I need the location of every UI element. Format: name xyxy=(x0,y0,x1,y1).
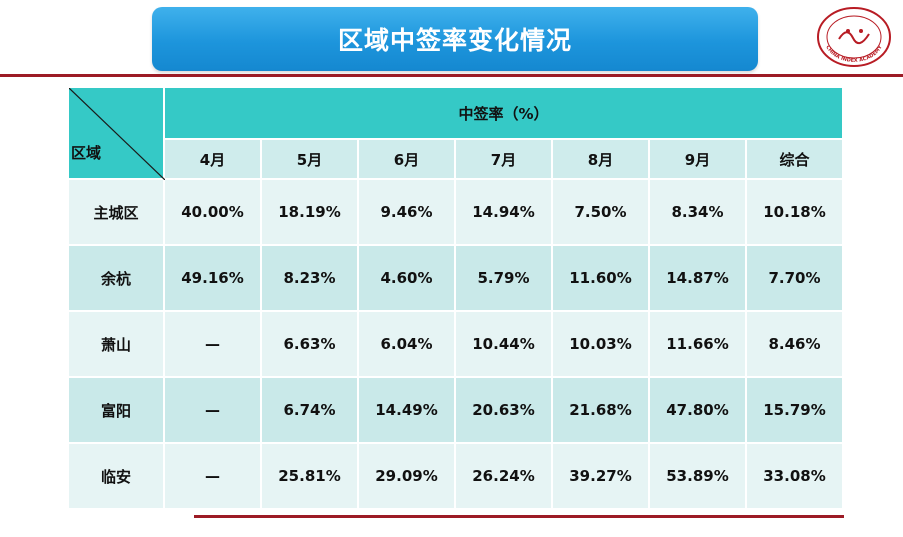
rate-table: 区域 中签率（%） 4月 5月 6月 7月 8月 9月 综合 主城区 40.00% 18.19%… xyxy=(67,86,844,510)
rate-cell: 14.94% xyxy=(454,178,553,246)
rate-cell: 40.00% xyxy=(163,178,262,246)
rate-cell: 21.68% xyxy=(551,376,650,444)
rate-cell: 11.66% xyxy=(648,310,747,378)
region-cell: 临安 xyxy=(67,442,165,510)
table-row: 主城区 40.00% 18.19% 9.46% 14.94% 7.50% 8.34% 10.1… xyxy=(67,178,844,246)
corner-header: 区域 xyxy=(67,86,165,180)
rate-cell: 8.46% xyxy=(745,310,844,378)
region-cell: 富阳 xyxy=(67,376,165,444)
region-cell: 余杭 xyxy=(67,244,165,312)
rate-cell: 20.63% xyxy=(454,376,553,444)
title-banner: 区域中签率变化情况 xyxy=(152,7,758,71)
rate-cell: 26.24% xyxy=(454,442,553,510)
rate-cell: 11.60% xyxy=(551,244,650,312)
rate-cell: 8.34% xyxy=(648,178,747,246)
rate-cell: 6.74% xyxy=(260,376,359,444)
rate-cell: — xyxy=(163,442,262,510)
month-header: 8月 xyxy=(551,138,650,180)
rate-cell: 5.79% xyxy=(454,244,553,312)
china-index-academy-seal-icon: CHINA INDEX ACADEMY xyxy=(817,7,891,67)
rate-cell: 6.04% xyxy=(357,310,456,378)
rate-cell: 14.87% xyxy=(648,244,747,312)
region-column-label: 区域 xyxy=(71,144,102,162)
month-header: 6月 xyxy=(357,138,456,180)
table-row: 萧山 —6.63% 6.04% 10.44% 10.03% 11.66% 8.46% xyxy=(67,310,844,378)
table-row: 余杭 49.16% 8.23% 4.60% 5.79% 11.60% 14.87% 7.70% xyxy=(67,244,844,312)
rate-cell: — xyxy=(163,310,262,378)
rate-cell: 47.80% xyxy=(648,376,747,444)
rate-cell: 10.18% xyxy=(745,178,844,246)
corner-diagonal xyxy=(69,88,165,180)
rate-cell: 14.49% xyxy=(357,376,456,444)
rate-cell: 39.27% xyxy=(551,442,650,510)
month-header: 9月 xyxy=(648,138,747,180)
rate-cell: 7.70% xyxy=(745,244,844,312)
table-row: 富阳 —6.74% 14.49% 20.63% 21.68% 47.80% 15.79% xyxy=(67,376,844,444)
rate-cell: 29.09% xyxy=(357,442,456,510)
rate-cell: 49.16% xyxy=(163,244,262,312)
rate-cell: 53.89% xyxy=(648,442,747,510)
region-cell: 主城区 xyxy=(67,178,165,246)
rate-cell: 18.19% xyxy=(260,178,359,246)
rate-cell: 33.08% xyxy=(745,442,844,510)
rate-cell: 4.60% xyxy=(357,244,456,312)
month-header: 综合 xyxy=(745,138,844,180)
rate-cell: — xyxy=(163,376,262,444)
rate-cell: 6.63% xyxy=(260,310,359,378)
rate-group-header: 中签率（%） xyxy=(163,86,844,140)
rate-cell: 10.03% xyxy=(551,310,650,378)
month-header: 7月 xyxy=(454,138,553,180)
rate-cell: 10.44% xyxy=(454,310,553,378)
rate-cell: 15.79% xyxy=(745,376,844,444)
bottom-divider xyxy=(194,515,844,518)
rate-cell: 9.46% xyxy=(357,178,456,246)
page-title: 区域中签率变化情况 xyxy=(337,26,572,55)
region-cell: 萧山 xyxy=(67,310,165,378)
month-header: 4月 xyxy=(163,138,262,180)
rate-cell: 25.81% xyxy=(260,442,359,510)
rate-cell: 7.50% xyxy=(551,178,650,246)
top-divider xyxy=(0,74,903,77)
table-row: 临安 —25.81% 29.09% 26.24% 39.27% 53.89% 33.08% xyxy=(67,442,844,510)
rate-cell: 8.23% xyxy=(260,244,359,312)
month-header: 5月 xyxy=(260,138,359,180)
